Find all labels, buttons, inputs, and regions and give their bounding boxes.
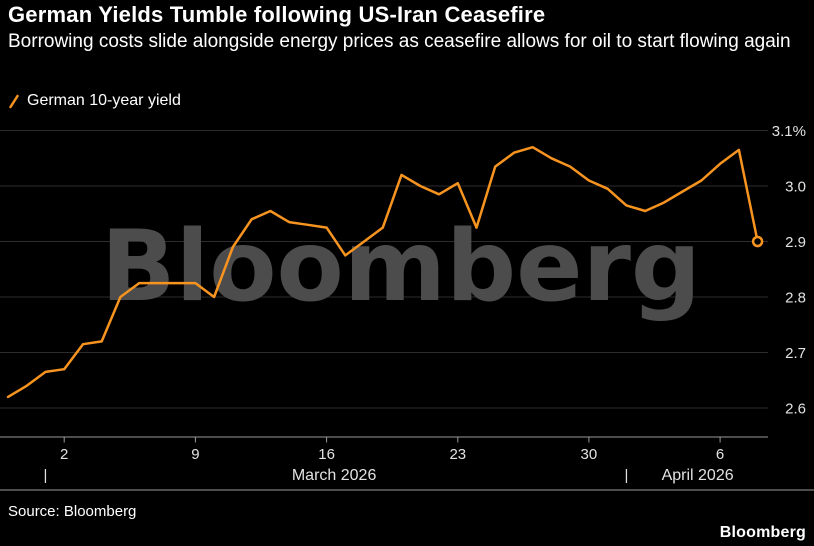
svg-text:6: 6 — [716, 446, 724, 463]
legend-label: German 10-year yield — [27, 92, 181, 109]
gridlines — [0, 130, 768, 409]
source-text: Source: Bloomberg — [8, 503, 137, 520]
bloomberg-logo: Bloomberg — [719, 524, 806, 541]
svg-text:3.0: 3.0 — [785, 178, 806, 195]
svg-text:16: 16 — [318, 446, 335, 463]
svg-text:2.8: 2.8 — [785, 289, 806, 306]
legend: German 10-year yield — [8, 92, 181, 110]
svg-text:3.1%: 3.1% — [772, 123, 806, 140]
svg-text:23: 23 — [449, 446, 466, 463]
yield-line — [6, 145, 759, 399]
month-labels: | March 2026 | April 2026 — [44, 467, 734, 484]
x-axis-ticks: 2 9 16 23 30 6 — [60, 437, 724, 463]
svg-text:2.6: 2.6 — [785, 400, 806, 417]
svg-text:30: 30 — [581, 446, 598, 463]
svg-text:|: | — [44, 467, 48, 484]
legend-line-icon — [9, 94, 19, 108]
svg-text:April 2026: April 2026 — [662, 467, 734, 484]
svg-text:2.9: 2.9 — [785, 234, 806, 251]
svg-text:9: 9 — [191, 446, 199, 463]
svg-text:2.7: 2.7 — [785, 345, 806, 362]
svg-text:2: 2 — [60, 446, 68, 463]
end-point-marker — [751, 235, 764, 248]
chart-subtitle: Borrowing costs slide alongside energy p… — [8, 31, 791, 52]
watermark: Bloomberg — [101, 210, 701, 324]
svg-text:|: | — [624, 467, 628, 484]
svg-text:March 2026: March 2026 — [292, 467, 377, 484]
page-title: German Yields Tumble following US-Iran C… — [8, 2, 546, 27]
y-axis-labels: 3.1% 3.0 2.9 2.8 2.7 2.6 — [772, 123, 806, 418]
